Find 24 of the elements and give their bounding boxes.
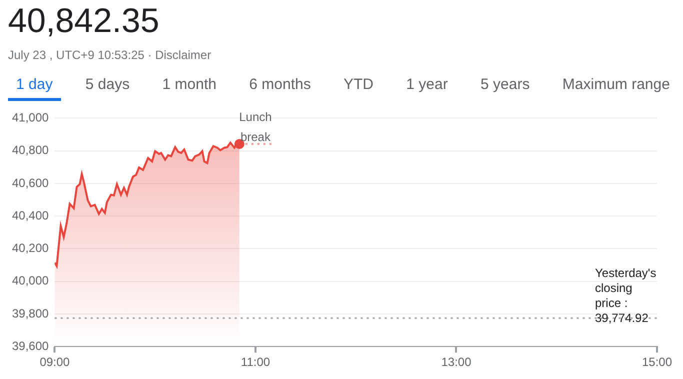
y-tick-label: 40,000 <box>12 274 50 288</box>
y-tick-label: 40,200 <box>12 241 50 256</box>
text: 5 days <box>84 75 131 95</box>
x-tick-label: 15:00 <box>642 355 672 370</box>
x-tick-label: 09:00 <box>40 355 70 370</box>
x-tick-label: 13:00 <box>441 355 472 370</box>
y-tick-label: 40,600 <box>12 176 50 190</box>
y-tick-label: 39,600 <box>12 338 50 353</box>
text: 1 day <box>8 74 61 101</box>
text: YTD <box>342 75 374 95</box>
annotation: Lunch break <box>239 110 272 144</box>
text: 6 months <box>248 75 312 95</box>
chart-title: 40,842.35 <box>8 2 160 41</box>
x-tick-label: 11:00 <box>240 355 270 370</box>
y-tick-label: 40,400 <box>12 208 50 222</box>
text: 5 years <box>480 75 531 95</box>
y-tick-label: 40,800 <box>12 143 50 158</box>
ref-line-label: Yesterday's closing price : 39,774.92 <box>595 266 656 326</box>
text: 1 month <box>161 75 218 95</box>
chart-subtitle: July 23 , UTC+9 10:53:25 · Disclaimer <box>8 48 212 62</box>
text: Maximum range <box>561 75 671 95</box>
y-tick-label: 39,800 <box>12 306 50 320</box>
y-tick-label: 41,000 <box>12 110 50 125</box>
text: 1 year <box>405 75 449 95</box>
